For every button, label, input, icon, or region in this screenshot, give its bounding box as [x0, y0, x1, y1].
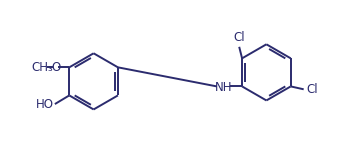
Text: O: O	[51, 61, 60, 74]
Text: NH: NH	[215, 81, 232, 94]
Text: CH₃: CH₃	[31, 61, 53, 74]
Text: Cl: Cl	[233, 31, 245, 44]
Text: HO: HO	[35, 98, 53, 111]
Text: Cl: Cl	[307, 83, 318, 96]
